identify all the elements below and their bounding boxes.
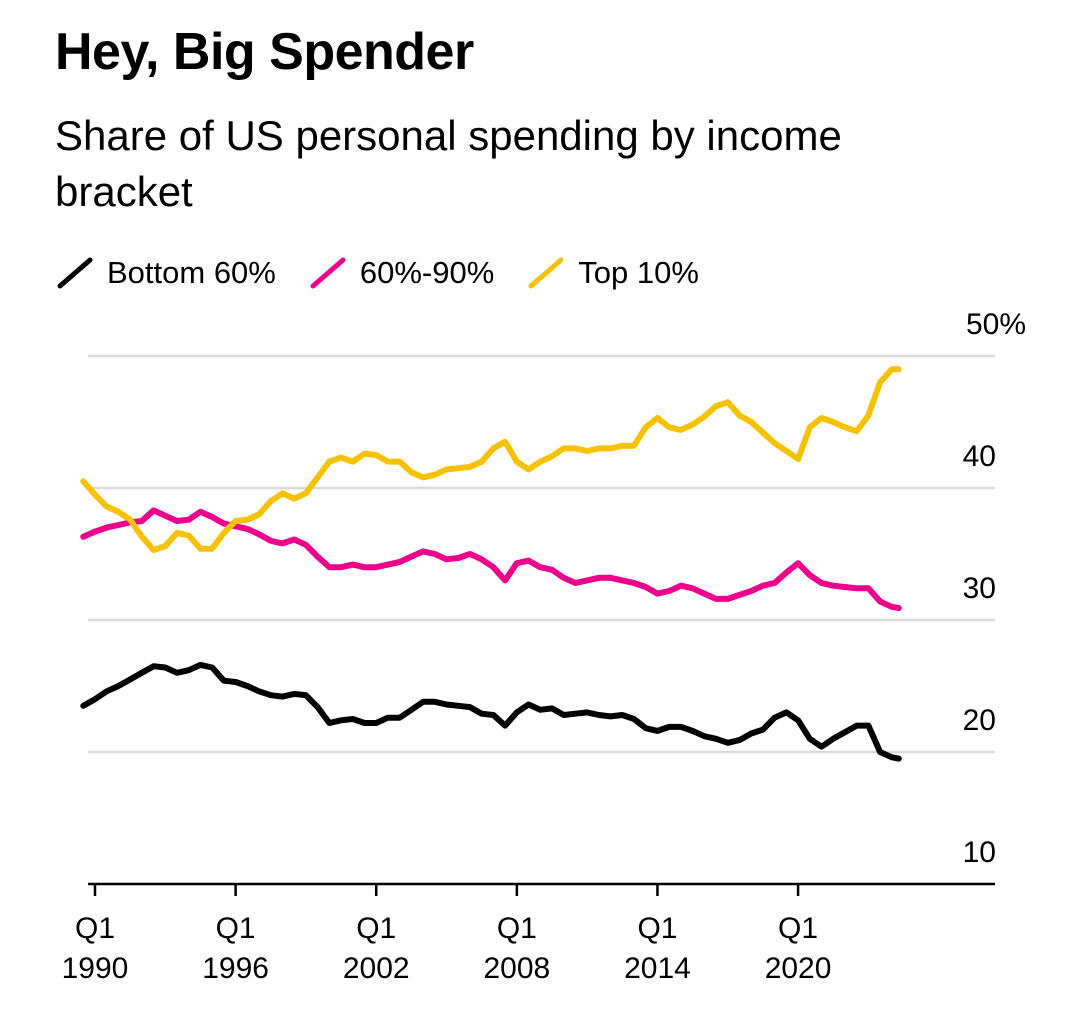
legend-label: Bottom 60% — [107, 255, 276, 290]
x-tick-label: Q1 — [216, 912, 256, 945]
chart-title: Hey, Big Spender — [55, 23, 474, 81]
x-tick-label: 2020 — [765, 952, 832, 985]
chart-subtitle: Share of US personal spending by income … — [55, 112, 842, 215]
x-tick-label: Q1 — [356, 912, 396, 945]
legend-label: 60%-90% — [359, 255, 495, 290]
x-tick-label: 2008 — [483, 952, 550, 985]
series-line-top-10 — [80, 366, 902, 553]
legend-label: Top 10% — [578, 255, 699, 290]
slash-line-icon — [308, 253, 348, 293]
x-tick-label: Q1 — [497, 912, 537, 945]
y-tick-label: 10 — [963, 836, 996, 869]
x-tick-label: Q1 — [637, 912, 677, 945]
series-line-60-90 — [80, 507, 902, 612]
x-tick-label: 1996 — [202, 952, 269, 985]
slash-line-icon — [526, 253, 566, 293]
legend-item-bottom-60: Bottom 60% — [55, 253, 276, 293]
series-line-bottom-60 — [80, 661, 902, 762]
x-tick-label: 2002 — [343, 952, 410, 985]
legend-item-top-10: Top 10% — [526, 253, 699, 293]
y-tick-label: 40 — [963, 440, 996, 473]
x-tick-label: 2014 — [624, 952, 691, 985]
legend-item-60-90: 60%-90% — [308, 253, 494, 293]
y-tick-label: 50% — [966, 308, 1026, 341]
x-tick-label: 1990 — [62, 952, 129, 985]
chart-legend: Bottom 60% 60%-90% Top 10% — [55, 250, 731, 296]
x-tick-label: Q1 — [778, 912, 818, 945]
slash-line-icon — [55, 253, 95, 293]
y-tick-label: 30 — [963, 572, 996, 605]
y-tick-label: 20 — [963, 704, 996, 737]
x-tick-label: Q1 — [75, 912, 115, 945]
